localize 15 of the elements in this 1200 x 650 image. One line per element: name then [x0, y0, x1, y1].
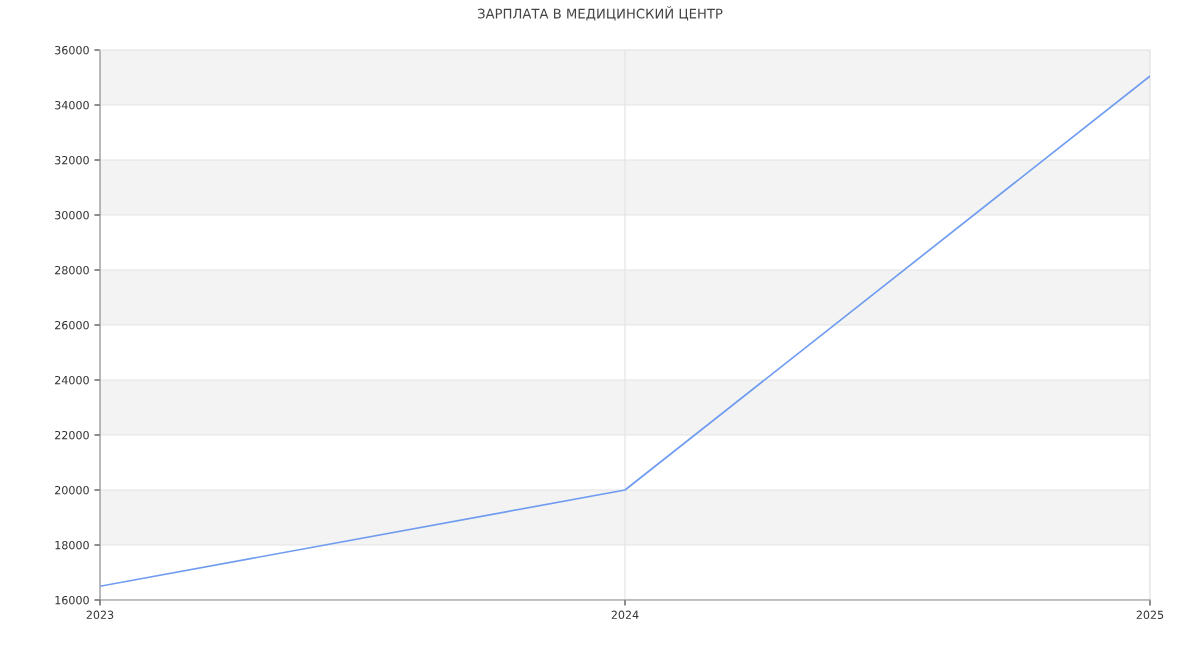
y-tick-label: 24000 [55, 375, 89, 385]
y-tick-label: 26000 [55, 320, 89, 330]
y-tick-label: 32000 [55, 155, 89, 165]
y-tick-label: 22000 [55, 430, 89, 440]
x-tick-label: 2024 [611, 610, 639, 620]
y-tick-label: 20000 [55, 485, 89, 495]
x-tick-label: 2025 [1136, 610, 1164, 620]
y-tick-label: 36000 [55, 45, 89, 55]
y-tick-label: 34000 [55, 100, 89, 110]
x-tick-label: 2023 [86, 610, 114, 620]
y-tick-label: 18000 [55, 540, 89, 550]
y-tick-label: 30000 [55, 210, 89, 220]
y-tick-label: 16000 [55, 595, 89, 605]
y-tick-label: 28000 [55, 265, 89, 275]
chart-title: ЗАРПЛАТА В МЕДИЦИНСКИЙ ЦЕНТР [477, 6, 723, 21]
